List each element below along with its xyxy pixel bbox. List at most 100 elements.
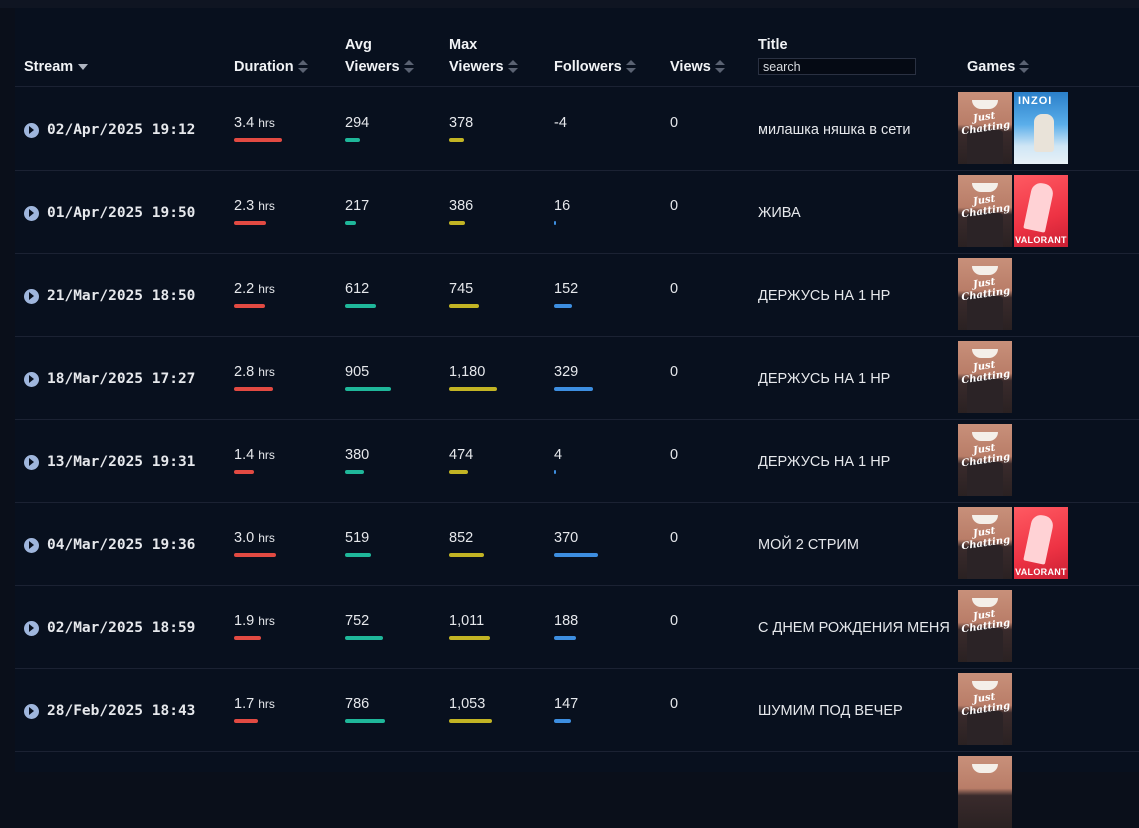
followers-bar [554,221,556,225]
stream-title: милашка няшка в сети [758,122,911,138]
column-label: Stream [24,59,74,75]
duration-unit: hrs [258,282,275,296]
duration-unit: hrs [258,365,275,379]
art-shape [972,681,998,690]
duration-unit: hrs [258,199,275,213]
duration-value: 1.9 [234,613,255,629]
max-viewers-bar [449,304,479,308]
game-thumbnail-just-chatting[interactable]: Just Chatting [958,175,1012,247]
duration-bar [234,387,273,391]
table-row[interactable]: 21/Mar/2025 18:50 2.2 hrs 612 745 152 0 … [15,253,1139,337]
column-header-duration[interactable]: Duration [234,56,308,78]
column-header-followers[interactable]: Followers [554,56,636,78]
stream-title: ДЕРЖУСЬ НА 1 НР [758,371,891,387]
art-shape [972,598,998,607]
stream-link[interactable]: 02/Mar/2025 18:59 [24,620,195,636]
avg-viewers-bar [345,636,383,640]
art-shape [1034,114,1054,152]
stream-title: ДЕРЖУСЬ НА 1 НР [758,288,891,304]
avg-viewers-value: 294 [345,115,370,131]
duration-bar [234,553,276,557]
avg-viewers-value: 786 [345,696,370,712]
play-circle-icon [24,122,39,138]
views-value: 0 [670,696,679,712]
column-header-title: Title [758,34,788,56]
sort-icon [403,60,414,74]
duration-cell: 1.7 hrs [234,696,275,712]
stream-title: ДЕРЖУСЬ НА 1 НР [758,454,891,470]
stream-link[interactable]: 01/Apr/2025 19:50 [24,205,195,221]
followers-bar [554,470,556,474]
views-value: 0 [670,281,679,297]
game-thumbnail-just-chatting[interactable] [958,756,1012,828]
column-label: Viewers [449,59,504,75]
duration-unit: hrs [258,614,275,628]
avg-viewers-value: 612 [345,281,370,297]
max-viewers-bar [449,636,490,640]
table-row[interactable]: 13/Mar/2025 19:31 1.4 hrs 380 474 4 0 ДЕ… [15,419,1139,503]
table-row[interactable]: 02/Mar/2025 18:59 1.9 hrs 752 1,011 188 … [15,585,1139,669]
followers-value: 329 [554,364,579,380]
table-row[interactable]: 04/Mar/2025 19:36 3.0 hrs 519 852 370 0 … [15,502,1139,586]
max-viewers-bar [449,553,484,557]
game-thumbnail-just-chatting[interactable]: Just Chatting [958,92,1012,164]
avg-viewers-value: 905 [345,364,370,380]
stream-date: 18/Mar/2025 17:27 [47,371,196,387]
game-thumbnail-just-chatting[interactable]: Just Chatting [958,424,1012,496]
stream-date: 13/Mar/2025 19:31 [47,454,196,470]
sort-icon [507,60,518,74]
views-value: 0 [670,613,679,629]
game-thumbnail-just-chatting[interactable]: Just Chatting [958,258,1012,330]
column-label: Views [670,59,711,75]
max-viewers-bar [449,387,497,391]
sort-icon [625,60,636,74]
column-header-stream[interactable]: Stream [24,56,89,78]
followers-value: 4 [554,447,563,463]
stream-date: 21/Mar/2025 18:50 [47,288,196,304]
views-value: 0 [670,115,679,131]
game-thumbnail-valorant[interactable]: VALORANT [1014,175,1068,247]
followers-value: -4 [554,115,567,131]
table-row[interactable]: 28/Feb/2025 18:43 1.7 hrs 786 1,053 147 … [15,668,1139,752]
column-header-avg-viewers[interactable]: Avg Viewers [345,34,414,78]
stream-link[interactable]: 21/Mar/2025 18:50 [24,288,195,304]
art-shape [972,432,998,441]
stream-title: С ДНЕМ РОЖДЕНИЯ МЕНЯ [758,620,950,636]
max-viewers-value: 386 [449,198,474,214]
art-shape [967,130,1003,164]
table-row[interactable]: 01/Apr/2025 19:50 2.3 hrs 217 386 16 0 Ж… [15,170,1139,254]
table-row[interactable]: 02/Apr/2025 19:12 3.4 hrs 294 378 -4 0 м… [15,87,1139,171]
duration-unit: hrs [258,531,275,545]
art-shape [972,349,998,358]
stream-link[interactable]: 28/Feb/2025 18:43 [24,703,195,719]
sort-icon [1019,60,1030,74]
art-shape: VALORANT [1015,567,1067,577]
art-shape [967,711,1003,745]
game-thumbnail-just-chatting[interactable]: Just Chatting [958,341,1012,413]
column-header-views[interactable]: Views [670,56,725,78]
max-viewers-bar [449,719,492,723]
duration-cell: 2.8 hrs [234,364,275,380]
game-thumbnail-just-chatting[interactable]: Just Chatting [958,507,1012,579]
sort-desc-icon [78,64,89,71]
sort-icon [714,60,725,74]
column-header-games[interactable]: Games [967,56,1030,78]
title-search-input[interactable] [758,58,916,75]
stream-date: 28/Feb/2025 18:43 [47,703,196,719]
stream-link[interactable]: 04/Mar/2025 19:36 [24,537,195,553]
stream-link[interactable]: 13/Mar/2025 19:31 [24,454,195,470]
game-thumbnail-valorant[interactable]: VALORANT [1014,507,1068,579]
stream-link[interactable]: 18/Mar/2025 17:27 [24,371,195,387]
stream-date: 02/Mar/2025 18:59 [47,620,196,636]
game-thumbnail-just-chatting[interactable]: Just Chatting [958,673,1012,745]
stream-link[interactable]: 02/Apr/2025 19:12 [24,122,195,138]
followers-value: 152 [554,281,579,297]
game-thumbnail-just-chatting[interactable]: Just Chatting [958,590,1012,662]
column-header-max-viewers[interactable]: Max Viewers [449,34,518,78]
followers-bar [554,304,572,308]
game-thumbnail-inzoi[interactable]: INZOI [1014,92,1068,164]
play-circle-icon [24,288,39,304]
art-shape: Just Chatting [960,525,1011,553]
table-row[interactable]: 18/Mar/2025 17:27 2.8 hrs 905 1,180 329 … [15,336,1139,420]
play-circle-icon [24,703,39,719]
